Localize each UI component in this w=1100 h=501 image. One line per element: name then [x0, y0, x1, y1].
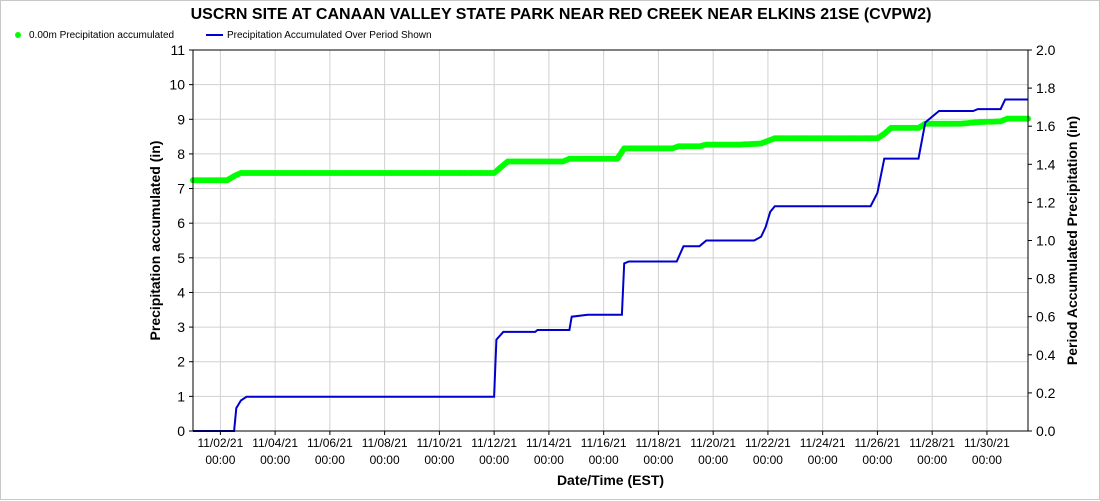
left-tick-label: 6 [177, 215, 185, 231]
right-tick-label: 2.0 [1036, 42, 1056, 58]
left-tick-label: 1 [177, 388, 185, 404]
y-axis-title-left: Precipitation accumulated (in) [147, 141, 163, 341]
x-axis-ticks: 11/02/21 00:00 11/04/21 00:00 11/06/21 00:00 1… [197, 431, 1010, 467]
y-axis-title-right: Period Accumulated Precipitation (in) [1064, 116, 1080, 365]
right-tick-label: 0.2 [1036, 385, 1056, 401]
legend: 0.00m Precipitation accumulated Precipit… [15, 30, 432, 41]
x-tick-time-label: 00:00 [479, 453, 509, 467]
right-tick-label: 1.6 [1036, 118, 1056, 134]
x-tick-date-label: 11/12/21 [471, 436, 517, 450]
left-tick-label: 8 [177, 146, 185, 162]
series-layer [190, 98, 1031, 432]
right-tick-label: 0.4 [1036, 347, 1056, 363]
right-tick-label: 1.8 [1036, 80, 1056, 96]
x-tick-date-label: 11/30/21 [964, 436, 1010, 450]
right-axis-ticks: 0.0 0.2 0.4 0.6 0.8 1.0 1.2 1.4 1.6 1.8 2.0 [1028, 42, 1056, 439]
x-tick-date-label: 11/28/21 [909, 436, 955, 450]
x-tick-date-label: 11/26/21 [855, 436, 901, 450]
x-tick-time-label: 00:00 [534, 453, 564, 467]
x-tick-time-label: 00:00 [917, 453, 947, 467]
right-tick-label: 1.2 [1036, 194, 1056, 210]
x-tick-date-label: 11/22/21 [745, 436, 791, 450]
x-tick-time-label: 00:00 [643, 453, 673, 467]
left-tick-label: 0 [177, 423, 185, 439]
x-tick-date-label: 11/02/21 [197, 436, 243, 450]
right-tick-label: 0.8 [1036, 271, 1056, 287]
x-tick-date-label: 11/08/21 [362, 436, 408, 450]
left-tick-label: 7 [177, 181, 185, 197]
x-tick-time-label: 00:00 [972, 453, 1002, 467]
x-tick-time-label: 00:00 [315, 453, 345, 467]
x-tick-time-label: 00:00 [862, 453, 892, 467]
left-tick-label: 2 [177, 354, 185, 370]
x-tick-time-label: 00:00 [589, 453, 619, 467]
plot-area [192, 49, 1029, 432]
right-tick-label: 0.6 [1036, 309, 1056, 325]
left-tick-label: 10 [169, 77, 185, 93]
x-tick-date-label: 11/14/21 [526, 436, 572, 450]
series-line-period-accumulated [193, 98, 1028, 432]
legend-marker-accumulated [15, 32, 21, 38]
right-tick-label: 1.4 [1036, 156, 1056, 172]
x-tick-date-label: 11/20/21 [690, 436, 736, 450]
legend-label-accumulated: 0.00m Precipitation accumulated [29, 30, 174, 41]
left-axis-ticks: 0 1 2 3 4 5 6 7 8 9 10 11 [169, 42, 193, 439]
x-tick-date-label: 11/10/21 [416, 436, 462, 450]
x-tick-date-label: 11/06/21 [307, 436, 353, 450]
x-tick-time-label: 00:00 [260, 453, 290, 467]
x-tick-time-label: 00:00 [753, 453, 783, 467]
left-tick-label: 3 [177, 319, 185, 335]
x-tick-date-label: 11/16/21 [581, 436, 627, 450]
left-tick-label: 11 [170, 42, 185, 58]
left-tick-label: 5 [177, 250, 185, 266]
chart-title: USCRN SITE AT CANAAN VALLEY STATE PARK N… [191, 6, 932, 23]
x-tick-time-label: 00:00 [698, 453, 728, 467]
grid [193, 49, 1028, 432]
x-tick-time-label: 00:00 [808, 453, 838, 467]
x-tick-date-label: 11/24/21 [800, 436, 846, 450]
x-tick-date-label: 11/18/21 [635, 436, 681, 450]
left-tick-label: 4 [177, 284, 185, 300]
x-axis-title: Date/Time (EST) [557, 472, 664, 488]
series-dots-accumulated [190, 115, 1031, 184]
legend-label-period: Precipitation Accumulated Over Period Sh… [227, 30, 432, 41]
left-tick-label: 9 [177, 111, 185, 127]
right-tick-label: 1.0 [1036, 233, 1056, 249]
right-tick-label: 0.0 [1036, 423, 1056, 439]
x-tick-time-label: 00:00 [424, 453, 454, 467]
x-tick-date-label: 11/04/21 [252, 436, 298, 450]
x-tick-time-label: 00:00 [370, 453, 400, 467]
x-tick-time-label: 00:00 [205, 453, 235, 467]
